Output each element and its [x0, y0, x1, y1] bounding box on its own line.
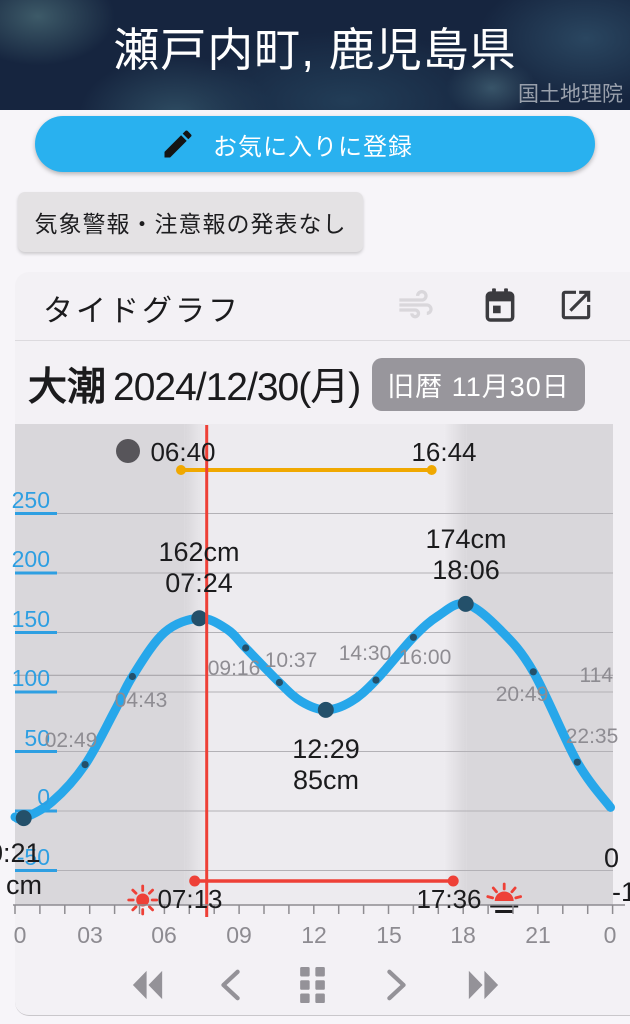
weather-alert-label: 気象警報・注意報の発表なし — [34, 211, 347, 237]
map-attribution: 国土地理院 — [518, 83, 623, 106]
chevron-left-icon — [221, 969, 240, 1001]
page-title: 瀬戸内町, 鹿児島県 — [113, 24, 517, 76]
fast-rewind-button[interactable] — [120, 960, 176, 1010]
favorite-button-label: お気に入りに登録 — [213, 133, 413, 161]
card-divider — [15, 340, 630, 341]
tide-type-label: 大潮 — [28, 366, 107, 409]
next-day-button[interactable] — [368, 960, 424, 1010]
open-in-new-button[interactable] — [552, 283, 600, 327]
calendar-button[interactable] — [476, 283, 524, 327]
menu-grid-button[interactable] — [284, 960, 340, 1010]
favorite-button[interactable]: お気に入りに登録 — [35, 116, 595, 172]
grid-icon — [299, 966, 325, 1004]
prev-day-button[interactable] — [203, 960, 259, 1010]
wind-icon — [399, 290, 433, 319]
open-in-new-icon — [561, 290, 591, 320]
card-title: タイドグラフ — [43, 295, 241, 328]
tide-chart[interactable] — [15, 422, 613, 905]
lunar-calendar-badge: 旧暦 11月30日 — [372, 357, 585, 411]
weather-alert-banner[interactable]: 気象警報・注意報の発表なし — [18, 192, 363, 252]
pencil-icon — [164, 130, 192, 158]
map-header: 瀬戸内町, 鹿児島県 国土地理院 — [0, 0, 630, 110]
date-row: 大潮 2024/12/30(月) 旧暦 11月30日 — [28, 356, 585, 412]
fast-rewind-icon — [132, 970, 163, 1000]
date-label: 2024/12/30(月) — [113, 366, 361, 409]
fast-forward-icon — [468, 970, 499, 1000]
fast-forward-button[interactable] — [455, 960, 511, 1010]
chevron-right-icon — [387, 969, 406, 1001]
calendar-icon — [485, 288, 515, 322]
wind-toggle-button[interactable] — [392, 283, 440, 327]
